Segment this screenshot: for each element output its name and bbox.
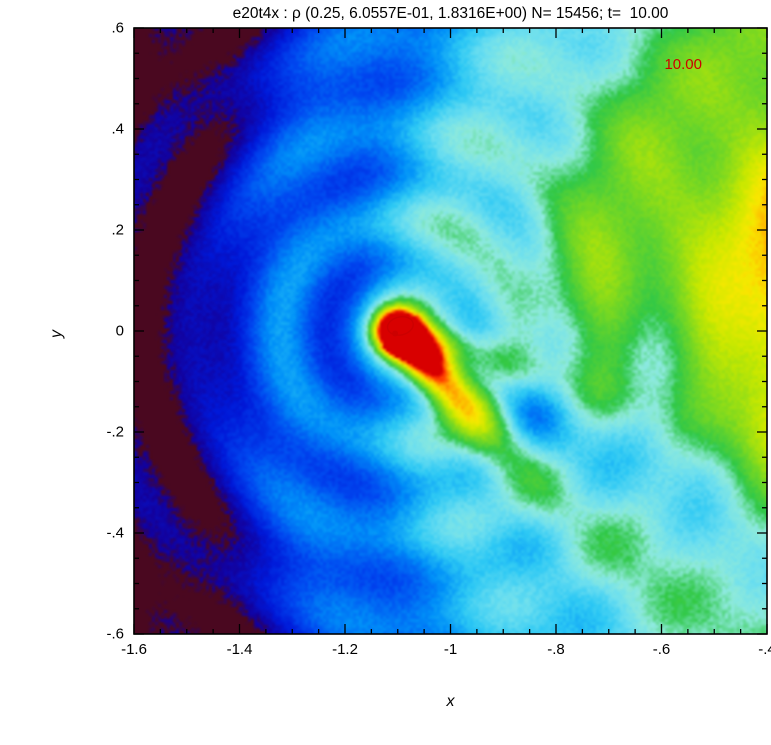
y-tick-label: -.6 bbox=[106, 625, 124, 643]
source-marker-dot bbox=[392, 330, 399, 337]
x-tick-label: -1.4 bbox=[226, 641, 253, 658]
x-tick-label: -1.2 bbox=[332, 641, 358, 658]
axis-ticks bbox=[133, 27, 768, 635]
source-marker-ellipse bbox=[386, 316, 414, 336]
x-tick-label: -.6 bbox=[652, 641, 671, 658]
x-axis-label: x bbox=[446, 693, 455, 710]
y-tick-label: .2 bbox=[111, 221, 124, 239]
y-tick-label: .6 bbox=[111, 19, 124, 37]
x-tick-label: -.4 bbox=[758, 641, 771, 658]
y-axis-label: y bbox=[48, 330, 65, 338]
x-tick-label: -.8 bbox=[547, 641, 565, 658]
y-tick-label: -.2 bbox=[106, 423, 124, 441]
plot-frame bbox=[133, 27, 768, 635]
time-annotation: 10.00 bbox=[664, 56, 702, 73]
y-tick-label: 0 bbox=[115, 322, 124, 340]
x-tick-label: -1 bbox=[443, 641, 458, 658]
density-heatmap bbox=[134, 28, 767, 634]
y-tick-label: .4 bbox=[111, 120, 124, 138]
y-tick-label: -.4 bbox=[106, 524, 124, 542]
plot-title: e20t4x : ρ (0.25, 6.0557E-01, 1.8316E+00… bbox=[232, 5, 669, 22]
x-tick-label: -1.6 bbox=[121, 641, 147, 658]
